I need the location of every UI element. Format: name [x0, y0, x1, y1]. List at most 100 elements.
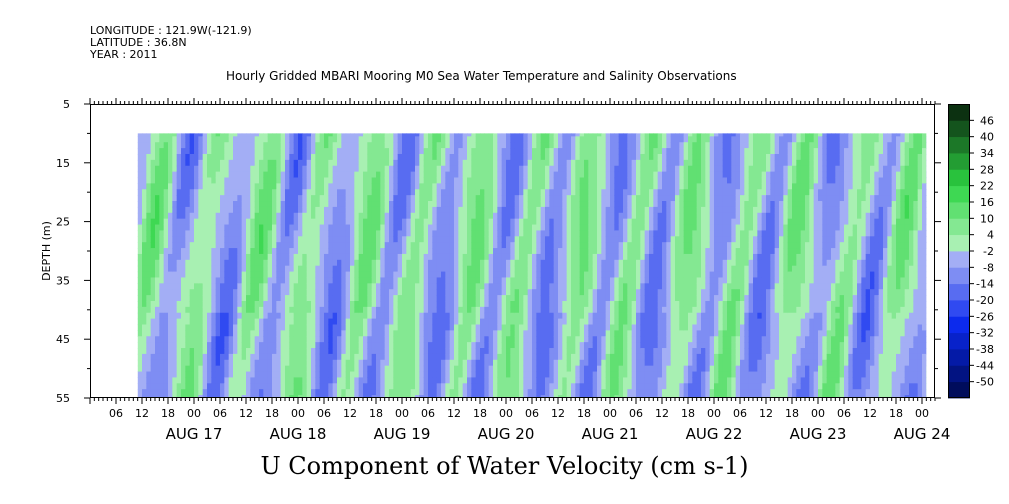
velocity-cell [441, 277, 446, 284]
velocity-cell [337, 148, 342, 155]
velocity-cell [354, 142, 360, 149]
velocity-cell [449, 342, 455, 349]
velocity-cell [345, 148, 351, 155]
velocity-cell [510, 289, 516, 296]
velocity-cell [393, 295, 399, 302]
velocity-cell [228, 142, 234, 149]
velocity-cell [289, 383, 295, 390]
velocity-cell [553, 306, 559, 314]
velocity-cell [254, 277, 260, 284]
velocity-cell [480, 148, 485, 155]
velocity-cell [562, 212, 568, 220]
velocity-cell [176, 171, 182, 179]
velocity-cell [376, 383, 381, 390]
velocity-cell [584, 330, 589, 337]
velocity-cell [462, 283, 468, 290]
velocity-cell [584, 283, 589, 290]
velocity-cell [272, 189, 277, 196]
velocity-cell [384, 277, 390, 284]
velocity-cell [211, 153, 217, 161]
velocity-cell [519, 248, 524, 255]
velocity-cell [588, 206, 594, 214]
velocity-cell [532, 165, 537, 173]
velocity-cell [250, 242, 256, 249]
velocity-cell [159, 371, 165, 379]
velocity-cell [298, 277, 303, 284]
velocity-cell [545, 365, 550, 373]
velocity-cell [393, 153, 399, 161]
velocity-cell [228, 318, 234, 326]
velocity-cell [241, 312, 247, 320]
velocity-cell [566, 312, 572, 320]
velocity-cell [259, 133, 264, 137]
velocity-cell [597, 342, 602, 349]
velocity-cell [280, 133, 286, 137]
velocity-cell [410, 289, 416, 296]
velocity-cell [137, 183, 143, 190]
velocity-cell [553, 324, 559, 331]
velocity-cell [458, 189, 464, 196]
velocity-cell [449, 306, 455, 314]
velocity-cell [198, 159, 204, 167]
velocity-cell [467, 242, 472, 249]
velocity-cell [423, 377, 429, 384]
velocity-cell [302, 195, 308, 202]
velocity-cell [358, 295, 364, 302]
velocity-cell [172, 165, 178, 173]
velocity-cell [189, 330, 195, 337]
velocity-cell [220, 395, 225, 398]
velocity-cell [176, 306, 182, 314]
velocity-cell [354, 148, 360, 155]
velocity-cell [406, 295, 412, 302]
velocity-cell [228, 271, 234, 279]
velocity-cell [575, 212, 581, 220]
velocity-cell [146, 359, 152, 367]
velocity-cell [402, 389, 407, 396]
velocity-cell [259, 218, 264, 226]
velocity-cell [432, 212, 438, 220]
velocity-cell [584, 342, 589, 349]
velocity-cell [540, 236, 546, 243]
velocity-cell [285, 377, 290, 384]
velocity-cell [250, 259, 256, 267]
velocity-cell [289, 342, 295, 349]
velocity-cell [601, 230, 607, 237]
velocity-cell [497, 395, 503, 398]
velocity-cell [328, 212, 334, 220]
velocity-cell [376, 218, 381, 226]
velocity-cell [415, 259, 420, 267]
velocity-cell [363, 336, 368, 343]
velocity-cell [363, 289, 368, 296]
velocity-cell [315, 277, 321, 284]
velocity-cell [168, 371, 173, 379]
velocity-cell [571, 206, 576, 214]
velocity-cell [397, 318, 403, 326]
velocity-cell [475, 183, 481, 190]
velocity-cell [159, 142, 165, 149]
velocity-cell [532, 353, 537, 361]
velocity-cell [471, 295, 477, 302]
velocity-cell [354, 277, 360, 284]
velocity-cell [215, 159, 221, 167]
velocity-cell [545, 306, 550, 314]
velocity-cell [367, 365, 373, 373]
velocity-cell [228, 342, 234, 349]
velocity-cell [267, 201, 273, 208]
velocity-cell [285, 224, 290, 232]
velocity-cell [137, 377, 143, 384]
velocity-cell [389, 201, 394, 208]
velocity-cell [319, 289, 325, 296]
velocity-cell [445, 248, 451, 255]
velocity-cell [345, 206, 351, 214]
velocity-cell [397, 183, 403, 190]
velocity-cell [350, 224, 355, 232]
velocity-cell [419, 189, 425, 196]
velocity-cell [155, 206, 160, 214]
velocity-cell [332, 177, 338, 184]
velocity-cell [280, 295, 286, 302]
velocity-cell [194, 177, 199, 184]
velocity-cell [501, 277, 507, 284]
velocity-cell [163, 206, 169, 214]
velocity-cell [341, 201, 347, 208]
velocity-cell [397, 148, 403, 155]
